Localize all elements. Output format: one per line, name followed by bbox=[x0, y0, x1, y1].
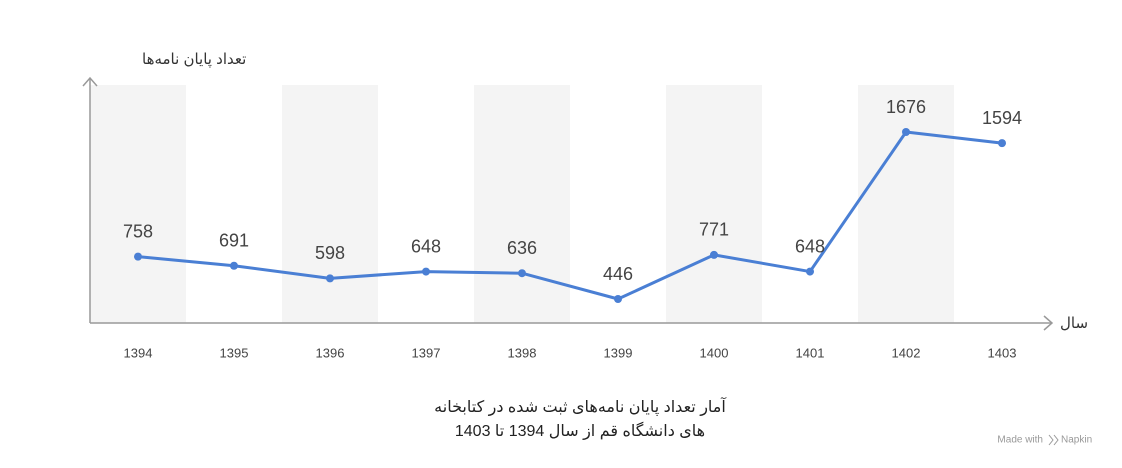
marker bbox=[326, 274, 334, 283]
watermark-logo bbox=[1048, 434, 1059, 446]
line bbox=[137, 130, 1003, 301]
column-band bbox=[858, 85, 954, 323]
x-tick-label: 1402 bbox=[892, 345, 921, 360]
column-band bbox=[666, 85, 762, 323]
marker bbox=[710, 250, 718, 259]
marker bbox=[230, 261, 238, 270]
data-label: 648 bbox=[795, 236, 825, 256]
marker bbox=[518, 269, 526, 278]
data-label: 771 bbox=[699, 220, 729, 240]
data-label: 598 bbox=[315, 243, 345, 263]
x-axis-arrow bbox=[1043, 315, 1054, 331]
x-tick-label: 1401 bbox=[796, 345, 825, 360]
x-tick-label: 1398 bbox=[508, 345, 537, 360]
marker bbox=[614, 295, 622, 303]
watermark: Made with bbox=[997, 435, 1043, 446]
marker bbox=[998, 139, 1006, 148]
y-axis-label: تعداد پایان نامه‌ها bbox=[142, 51, 246, 69]
x-axis-label: سال bbox=[1060, 315, 1088, 332]
data-label: 758 bbox=[123, 221, 153, 241]
marker bbox=[806, 267, 814, 276]
marker bbox=[902, 128, 910, 136]
data-label: 648 bbox=[411, 236, 441, 256]
data-label: 636 bbox=[507, 238, 537, 258]
caption: آمار تعداد پایان نامه‌های ثبت شده در کتا… bbox=[434, 397, 727, 417]
x-tick-label: 1400 bbox=[700, 345, 729, 360]
data-label: 691 bbox=[219, 230, 249, 250]
x-tick-label: 1395 bbox=[220, 345, 249, 360]
column-band bbox=[474, 85, 570, 323]
data-label: 1676 bbox=[886, 97, 926, 117]
bands bbox=[90, 85, 954, 323]
watermark: Napkin bbox=[1061, 435, 1092, 446]
marker bbox=[134, 252, 142, 261]
caption: های دانشگاه قم از سال 1394 تا 1403 bbox=[455, 421, 705, 441]
column-band bbox=[282, 85, 378, 323]
column-band bbox=[90, 85, 186, 323]
x-tick-label: 1394 bbox=[124, 345, 153, 360]
y-axis-arrow bbox=[82, 76, 98, 87]
x-tick-label: 1399 bbox=[604, 345, 633, 360]
x-tick-label: 1403 bbox=[988, 345, 1017, 360]
data-label: 446 bbox=[603, 264, 633, 284]
data-label: 1594 bbox=[982, 108, 1022, 128]
x-tick-label: 1396 bbox=[316, 345, 345, 360]
x-tick-label: 1397 bbox=[412, 345, 441, 360]
marker bbox=[422, 267, 430, 276]
